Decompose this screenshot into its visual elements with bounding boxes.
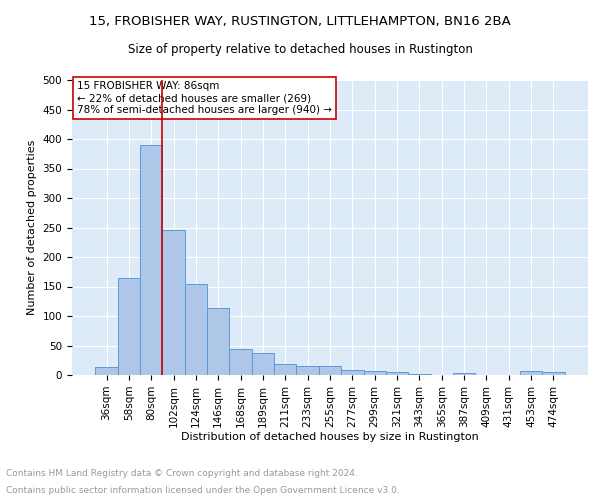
Text: Size of property relative to detached houses in Rustington: Size of property relative to detached ho… (128, 42, 472, 56)
Bar (95, 368, 118, 375)
Bar (252, 352, 274, 375)
Bar (163, 230, 185, 375)
Bar (229, 349, 252, 375)
Bar (319, 366, 341, 375)
Text: Contains public sector information licensed under the Open Government Licence v3: Contains public sector information licen… (6, 486, 400, 495)
Text: Contains HM Land Registry data © Crown copyright and database right 2024.: Contains HM Land Registry data © Crown c… (6, 468, 358, 477)
Y-axis label: Number of detached properties: Number of detached properties (27, 140, 37, 315)
Bar (520, 371, 542, 375)
Bar (140, 145, 163, 375)
Bar (364, 372, 386, 375)
Bar (185, 284, 207, 375)
Bar (118, 278, 140, 375)
Bar (386, 372, 408, 375)
Bar (408, 374, 431, 375)
Text: 15 FROBISHER WAY: 86sqm
← 22% of detached houses are smaller (269)
78% of semi-d: 15 FROBISHER WAY: 86sqm ← 22% of detache… (77, 82, 332, 114)
Bar (341, 370, 364, 375)
X-axis label: Distribution of detached houses by size in Rustington: Distribution of detached houses by size … (181, 432, 479, 442)
Bar (274, 364, 296, 375)
Bar (542, 372, 565, 375)
Bar (453, 372, 475, 375)
Bar (296, 366, 319, 375)
Bar (207, 308, 229, 375)
Text: 15, FROBISHER WAY, RUSTINGTON, LITTLEHAMPTON, BN16 2BA: 15, FROBISHER WAY, RUSTINGTON, LITTLEHAM… (89, 15, 511, 28)
